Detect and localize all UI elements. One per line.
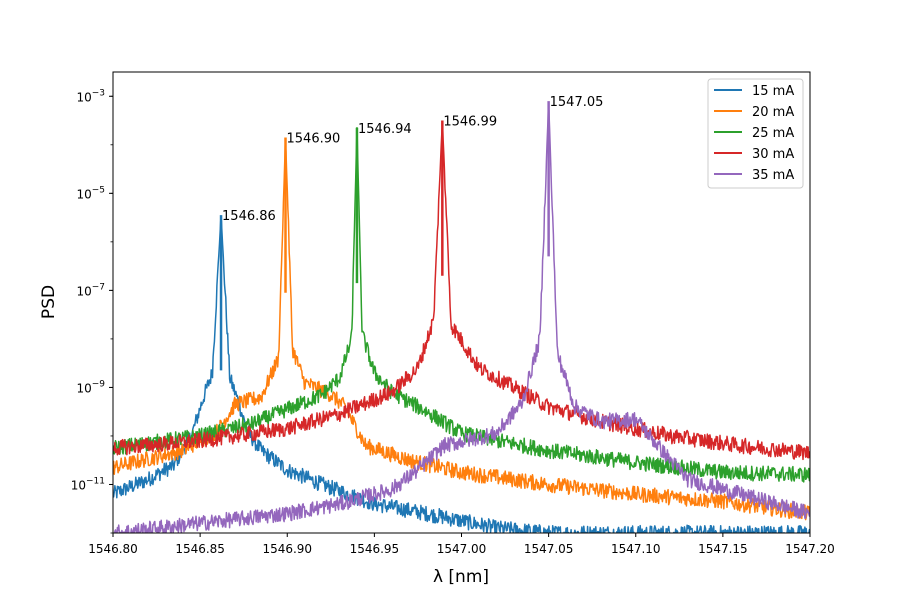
y-tick-label: 10−9: [76, 379, 105, 395]
legend-entry: 15 mA: [714, 84, 794, 99]
legend-label: 20 mA: [752, 105, 794, 120]
x-tick-label: 1547.15: [698, 542, 748, 556]
legend-label: 30 mA: [752, 147, 794, 162]
peak-label: 1547.05: [550, 95, 604, 110]
peak-label: 1546.90: [287, 132, 341, 147]
legend-label: 15 mA: [752, 84, 794, 99]
y-tick-label: 10−7: [76, 282, 105, 298]
y-axis: 10−3 10−5 10−7 10−9 10−11: [71, 88, 113, 534]
peak-label: 1546.86: [222, 209, 276, 224]
x-tick-label: 1546.80: [88, 542, 138, 556]
x-tick-label: 1547.05: [524, 542, 574, 556]
y-tick-label: 10−11: [71, 476, 105, 492]
peak-label: 1546.99: [443, 115, 497, 130]
legend-box: [707, 78, 804, 189]
series-25-ma: [113, 127, 810, 483]
series-15-ma: [113, 215, 810, 533]
x-tick-label: 1547.00: [437, 542, 487, 556]
x-tick-label: 1547.10: [611, 542, 661, 556]
y-axis-title: PSD: [39, 285, 59, 319]
series-line: [114, 109, 810, 533]
legend: 15 mA 20 mA 25 mA 30 mA 35 mA: [707, 78, 804, 189]
peak-label: 1546.94: [358, 122, 412, 137]
series-20-ma: [113, 137, 810, 521]
series-35-ma: [114, 101, 810, 533]
legend-entry: 30 mA: [714, 147, 794, 162]
series-line: [113, 123, 810, 461]
series-line: [113, 141, 810, 521]
legend-label: 35 mA: [752, 168, 794, 183]
y-tick-label: 10−5: [76, 185, 105, 201]
x-tick-label: 1547.20: [785, 542, 835, 556]
series-line: [113, 127, 810, 483]
series-30-ma: [113, 120, 810, 461]
legend-entry: 20 mA: [714, 105, 794, 120]
legend-label: 25 mA: [752, 126, 794, 141]
x-axis-title: λ [nm]: [433, 567, 489, 587]
x-tick-label: 1546.90: [262, 542, 312, 556]
x-axis: 1546.80 1546.85 1546.90 1546.95 1547.00 1547.…: [88, 533, 835, 556]
x-tick-label: 1546.85: [175, 542, 225, 556]
series-line: [113, 220, 810, 533]
peak-labels: 1546.86 1546.90 1546.94 1546.99 1547.05: [222, 95, 603, 224]
legend-entry: 35 mA: [714, 168, 794, 183]
legend-entry: 25 mA: [714, 126, 794, 141]
x-tick-label: 1546.95: [350, 542, 400, 556]
y-tick-label: 10−3: [76, 88, 105, 104]
series-layer: [113, 101, 810, 533]
